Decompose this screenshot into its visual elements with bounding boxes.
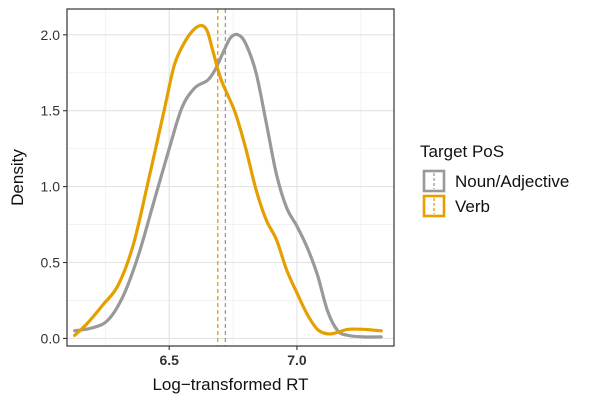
legend-key-noun-adjective: Noun/Adjective: [422, 169, 569, 193]
x-tick-label: 6.5: [159, 352, 179, 368]
plot-panel: [67, 9, 394, 346]
legend: Target PoS Noun/Adjective Verb: [420, 142, 569, 218]
panel-border: [66, 8, 395, 347]
y-tick-label: 0.0: [41, 330, 61, 346]
y-axis: 0.0 0.5 1.0 1.5 2.0: [41, 27, 67, 346]
x-tick-label: 7.0: [287, 352, 307, 368]
y-tick-label: 0.5: [41, 255, 61, 271]
x-axis: 6.5 7.0: [159, 346, 307, 368]
y-tick-label: 1.5: [41, 103, 61, 119]
legend-title: Target PoS: [420, 142, 504, 161]
density-line-noun-adjective: [73, 32, 383, 339]
panel-background: [67, 9, 394, 346]
series-layer: [73, 9, 383, 346]
legend-label: Verb: [455, 197, 490, 216]
y-tick-label: 2.0: [41, 27, 61, 43]
legend-label: Noun/Adjective: [455, 172, 569, 191]
x-axis-title: Log−transformed RT: [152, 375, 308, 394]
y-axis-title: Density: [8, 149, 27, 206]
legend-key-verb: Verb: [422, 194, 490, 218]
y-tick-label: 1.0: [41, 179, 61, 195]
density-line-verb: [73, 23, 383, 337]
